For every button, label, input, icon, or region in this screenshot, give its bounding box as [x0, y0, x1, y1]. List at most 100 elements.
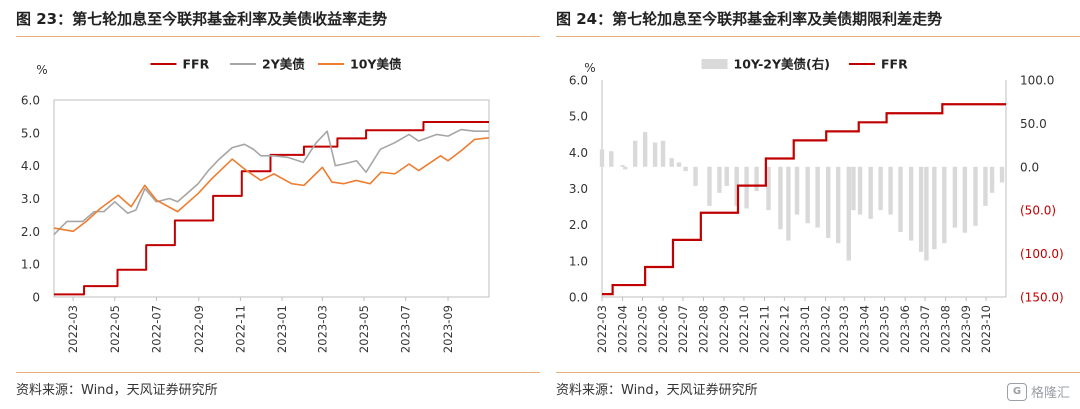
spread-bar: [642, 132, 648, 167]
spread-bar: [962, 166, 968, 233]
spread-bar: [898, 166, 903, 232]
x-tick-label: 2023-03: [837, 305, 851, 353]
spread-bar: [918, 166, 924, 252]
legend-label: 2Y美债: [262, 57, 305, 72]
y-tick-label: 3.0: [21, 192, 40, 206]
source-rule: [16, 372, 540, 373]
spread-bar: [942, 166, 947, 244]
spread-bar: [924, 166, 929, 261]
spread-bar: [707, 166, 712, 206]
y2-tick-label: 100.0: [1020, 74, 1054, 88]
spread-bar: [754, 166, 759, 192]
x-tick-label: 2023-07: [399, 305, 413, 353]
x-tick-label: 2023-01: [275, 305, 289, 353]
spread-bar: [632, 140, 638, 167]
legend-label: FFR: [183, 57, 210, 72]
legend-label: FFR: [881, 57, 908, 72]
y-axis-unit: %: [36, 63, 47, 77]
source-note: 资料来源：Wind，天风证券研究所: [16, 383, 218, 398]
figure-title: 图 23：第七轮加息至今联邦基金利率及美债收益率走势: [16, 10, 388, 28]
watermark-text: 格隆汇: [1030, 386, 1070, 401]
spread-bar: [868, 166, 873, 219]
spread-bar: [660, 140, 666, 167]
source-note: 资料来源：Wind，天风证券研究所: [556, 383, 758, 398]
series-line-10Y美债: [53, 136, 490, 233]
spread-bar: [620, 165, 625, 167]
y-axis-unit: %: [584, 61, 595, 75]
x-tick-label: 2022-12: [777, 305, 791, 353]
y-tick-label: 2.0: [21, 225, 40, 239]
spread-bar: [815, 166, 820, 228]
yield-chart: % 0 1.0 2.0 3.0 4.0 5.0 6.0 2022-03 2022-05 2022-0…: [21, 57, 490, 353]
x-tick-label: 2023-10: [979, 305, 993, 353]
x-tick-label: 2022-09: [717, 305, 731, 353]
spread-bar: [766, 166, 771, 211]
spread-bar: [857, 166, 863, 215]
y2-tick-label: 0.0: [1020, 160, 1039, 174]
y2-tick-label: 50.0: [1020, 117, 1047, 131]
spread-bar: [652, 142, 658, 167]
x-tick-label: 2022-04: [616, 305, 630, 353]
y-tick-label: 5.0: [21, 126, 40, 140]
source-rule: [556, 372, 1080, 373]
spread-bar: [724, 166, 729, 186]
legend-label: 10Y美债: [350, 57, 402, 72]
series-line-2Y美债: [53, 128, 489, 236]
y-tick-label: 1.0: [21, 258, 40, 272]
figure-title: 图 24：第七轮加息至今联邦基金利率及美债期限利差走势: [556, 10, 943, 28]
y-tick-label: 2.0: [569, 218, 588, 232]
plot-frame: [53, 99, 490, 298]
spread-bar: [999, 166, 1005, 183]
series-line-FFR: [602, 103, 1006, 296]
chart-panel-left: 图 23：第七轮加息至今联邦基金利率及美债收益率走势 % 0 1.0 2.0 3.0 4.…: [16, 0, 540, 409]
spread-bar: [693, 166, 698, 186]
x-tick-label: 2023-06: [898, 305, 912, 353]
y-tick-label: 0.0: [569, 291, 588, 305]
x-tick-label: 2022-03: [66, 305, 80, 353]
y-tick-label: 0: [32, 291, 40, 305]
y-tick-label: 4.0: [21, 159, 40, 173]
spread-bar: [835, 166, 841, 244]
x-tick-label: 2023-05: [878, 305, 892, 353]
spread-bar: [973, 166, 978, 226]
spread-bar: [983, 166, 988, 206]
series-line-FFR: [54, 120, 489, 296]
spread-bar: [888, 166, 893, 215]
spread-bar: [805, 166, 810, 224]
spread-bar: [878, 166, 883, 211]
x-tick-label: 2023-09: [441, 305, 455, 353]
x-tick-label: 2023-02: [819, 305, 833, 353]
x-tick-label: 2022-05: [635, 305, 649, 353]
spread-bar: [989, 166, 995, 193]
x-tick-label: 2022-07: [676, 305, 690, 353]
title-rule: [16, 36, 540, 37]
spread-bar: [676, 162, 682, 167]
spread-bar: [734, 166, 739, 206]
spread-bar: [599, 149, 605, 167]
x-tick-label: 2023-05: [357, 305, 371, 353]
spread-bar: [826, 166, 831, 238]
x-tick-label: 2023-09: [959, 305, 973, 353]
spread-bar: [669, 158, 674, 167]
spread-bar: [717, 166, 722, 193]
spread-bar: [851, 166, 856, 211]
x-tick-label: 2023-01: [798, 305, 812, 353]
spread-bar: [778, 166, 783, 230]
y2-tick-label: (150.0): [1020, 291, 1064, 305]
term-spread-chart: % 0.0 1.0 2.0 3.0 4.0 5.0 6.0 (150.0) (100.0) (50.…: [569, 57, 1064, 354]
spread-bar: [908, 166, 914, 241]
y-tick-label: 1.0: [569, 254, 588, 268]
x-tick-label: 2022-08: [696, 305, 710, 353]
spread-bar: [952, 166, 958, 228]
x-tick-label: 2022-11: [233, 305, 247, 353]
spread-bar: [932, 166, 937, 250]
title-rule: [556, 36, 1080, 37]
y-tick-label: 4.0: [569, 146, 588, 160]
y-tick-label: 3.0: [569, 182, 588, 196]
x-tick-label: 2022-05: [108, 305, 122, 353]
watermark-logo-icon: G: [1006, 382, 1027, 401]
chart-panel-right: 图 24：第七轮加息至今联邦基金利率及美债期限利差走势 % 0.0 1.0 2.0 3.…: [556, 0, 1080, 409]
x-tick-label: 2022-11: [758, 305, 772, 353]
y-tick-label: 6.0: [569, 74, 588, 88]
spread-bar: [609, 151, 614, 167]
